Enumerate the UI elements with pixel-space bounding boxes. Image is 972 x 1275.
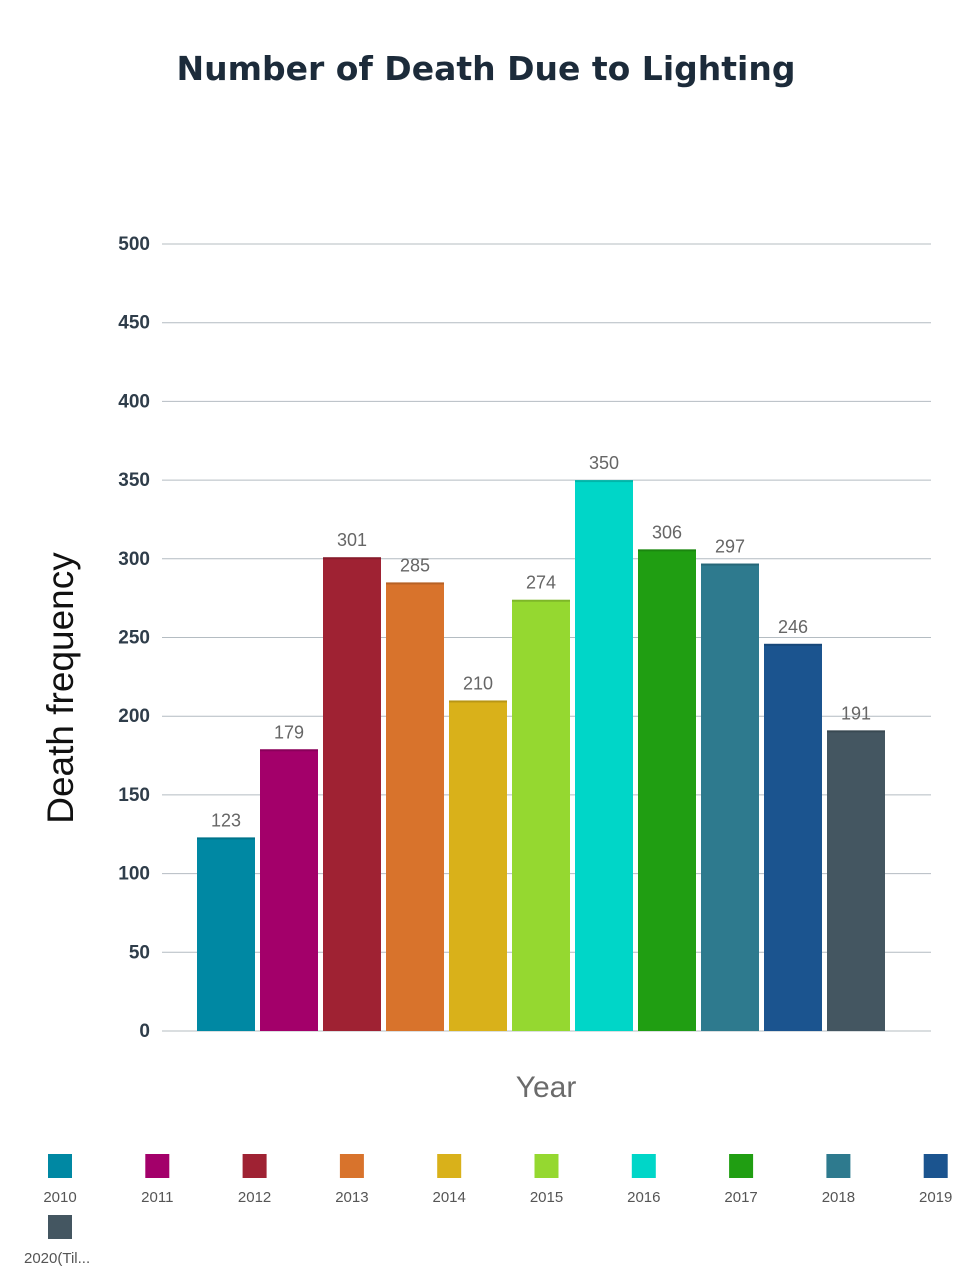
bar-top-edge: [827, 730, 885, 733]
legend-swatch[interactable]: [826, 1154, 851, 1178]
legend-label[interactable]: 2018: [822, 1189, 855, 1206]
legend-swatch[interactable]: [631, 1154, 656, 1178]
legend-swatch[interactable]: [437, 1154, 462, 1178]
y-tick-label: 350: [118, 470, 150, 491]
y-tick-label: 400: [118, 391, 150, 412]
bar[interactable]: [197, 837, 255, 1031]
data-label: 306: [652, 522, 682, 542]
legend-label[interactable]: 2015: [530, 1189, 563, 1206]
data-label: 297: [715, 537, 745, 557]
legend-swatch[interactable]: [339, 1154, 364, 1178]
bar-top-edge: [638, 549, 696, 552]
bars: [197, 480, 885, 1032]
data-label: 274: [526, 573, 556, 593]
data-label: 301: [337, 530, 367, 550]
legend-label[interactable]: 2014: [433, 1189, 466, 1206]
legend-label[interactable]: 2012: [238, 1189, 271, 1206]
bar[interactable]: [575, 480, 633, 1032]
data-label: 191: [841, 703, 871, 723]
bar-top-edge: [197, 837, 255, 840]
y-tick-label: 300: [118, 549, 150, 570]
bar[interactable]: [701, 563, 759, 1031]
legend-label[interactable]: 2019: [919, 1189, 952, 1206]
bar[interactable]: [386, 582, 444, 1031]
bar[interactable]: [512, 599, 570, 1031]
data-label: 210: [463, 673, 493, 693]
chart-title: Number of Death Due to Lighting: [177, 49, 796, 88]
bar-top-edge: [323, 557, 381, 560]
bar-top-edge: [386, 582, 444, 585]
bar-top-edge: [512, 599, 570, 602]
y-tick-label: 150: [118, 785, 150, 806]
data-label: 285: [400, 555, 430, 575]
legend-label[interactable]: 2016: [627, 1189, 660, 1206]
legend: 2010 2011 2012 2013 2014 2015 2016 2017 2018 2019…: [24, 1154, 952, 1267]
bar[interactable]: [827, 730, 885, 1031]
bar-top-edge: [260, 749, 318, 752]
bar[interactable]: [260, 749, 318, 1031]
data-label: 246: [778, 617, 808, 637]
bar-top-edge: [449, 700, 507, 703]
bar-top-edge: [764, 643, 822, 646]
legend-swatch[interactable]: [48, 1154, 72, 1178]
data-label: 123: [211, 810, 241, 830]
y-axis-label: Death frequency: [40, 552, 81, 824]
y-tick-label: 200: [118, 706, 150, 727]
legend-swatch[interactable]: [729, 1154, 754, 1178]
x-axis-label: Year: [516, 1071, 577, 1104]
legend-swatch[interactable]: [242, 1154, 267, 1178]
legend-swatch[interactable]: [145, 1154, 170, 1178]
bar[interactable]: [323, 557, 381, 1031]
legend-label[interactable]: 2020(Til...: [24, 1250, 90, 1267]
y-axis-ticks: 0 50 100 150 200 250 300 350 400 450 500: [118, 234, 150, 1042]
data-label: 350: [589, 453, 619, 473]
bar-top-edge: [701, 563, 759, 566]
bar[interactable]: [638, 549, 696, 1031]
legend-label[interactable]: 2013: [335, 1189, 368, 1206]
legend-swatch[interactable]: [48, 1215, 72, 1239]
data-label: 179: [274, 722, 304, 742]
legend-swatch[interactable]: [534, 1154, 559, 1178]
bar[interactable]: [449, 700, 507, 1031]
bar-top-edge: [575, 480, 633, 483]
y-tick-label: 50: [129, 942, 150, 963]
y-tick-label: 450: [118, 313, 150, 334]
legend-label[interactable]: 2017: [724, 1189, 757, 1206]
data-labels: 123 179 301 285 210 274 350 306 297 246 191: [211, 453, 871, 830]
y-tick-label: 250: [118, 628, 150, 649]
legend-swatch[interactable]: [923, 1154, 948, 1178]
y-tick-label: 100: [118, 864, 150, 885]
legend-label[interactable]: 2011: [141, 1189, 173, 1206]
legend-label[interactable]: 2010: [43, 1189, 76, 1206]
bar[interactable]: [764, 643, 822, 1031]
y-tick-label: 0: [139, 1021, 150, 1042]
y-tick-label: 500: [118, 234, 150, 255]
